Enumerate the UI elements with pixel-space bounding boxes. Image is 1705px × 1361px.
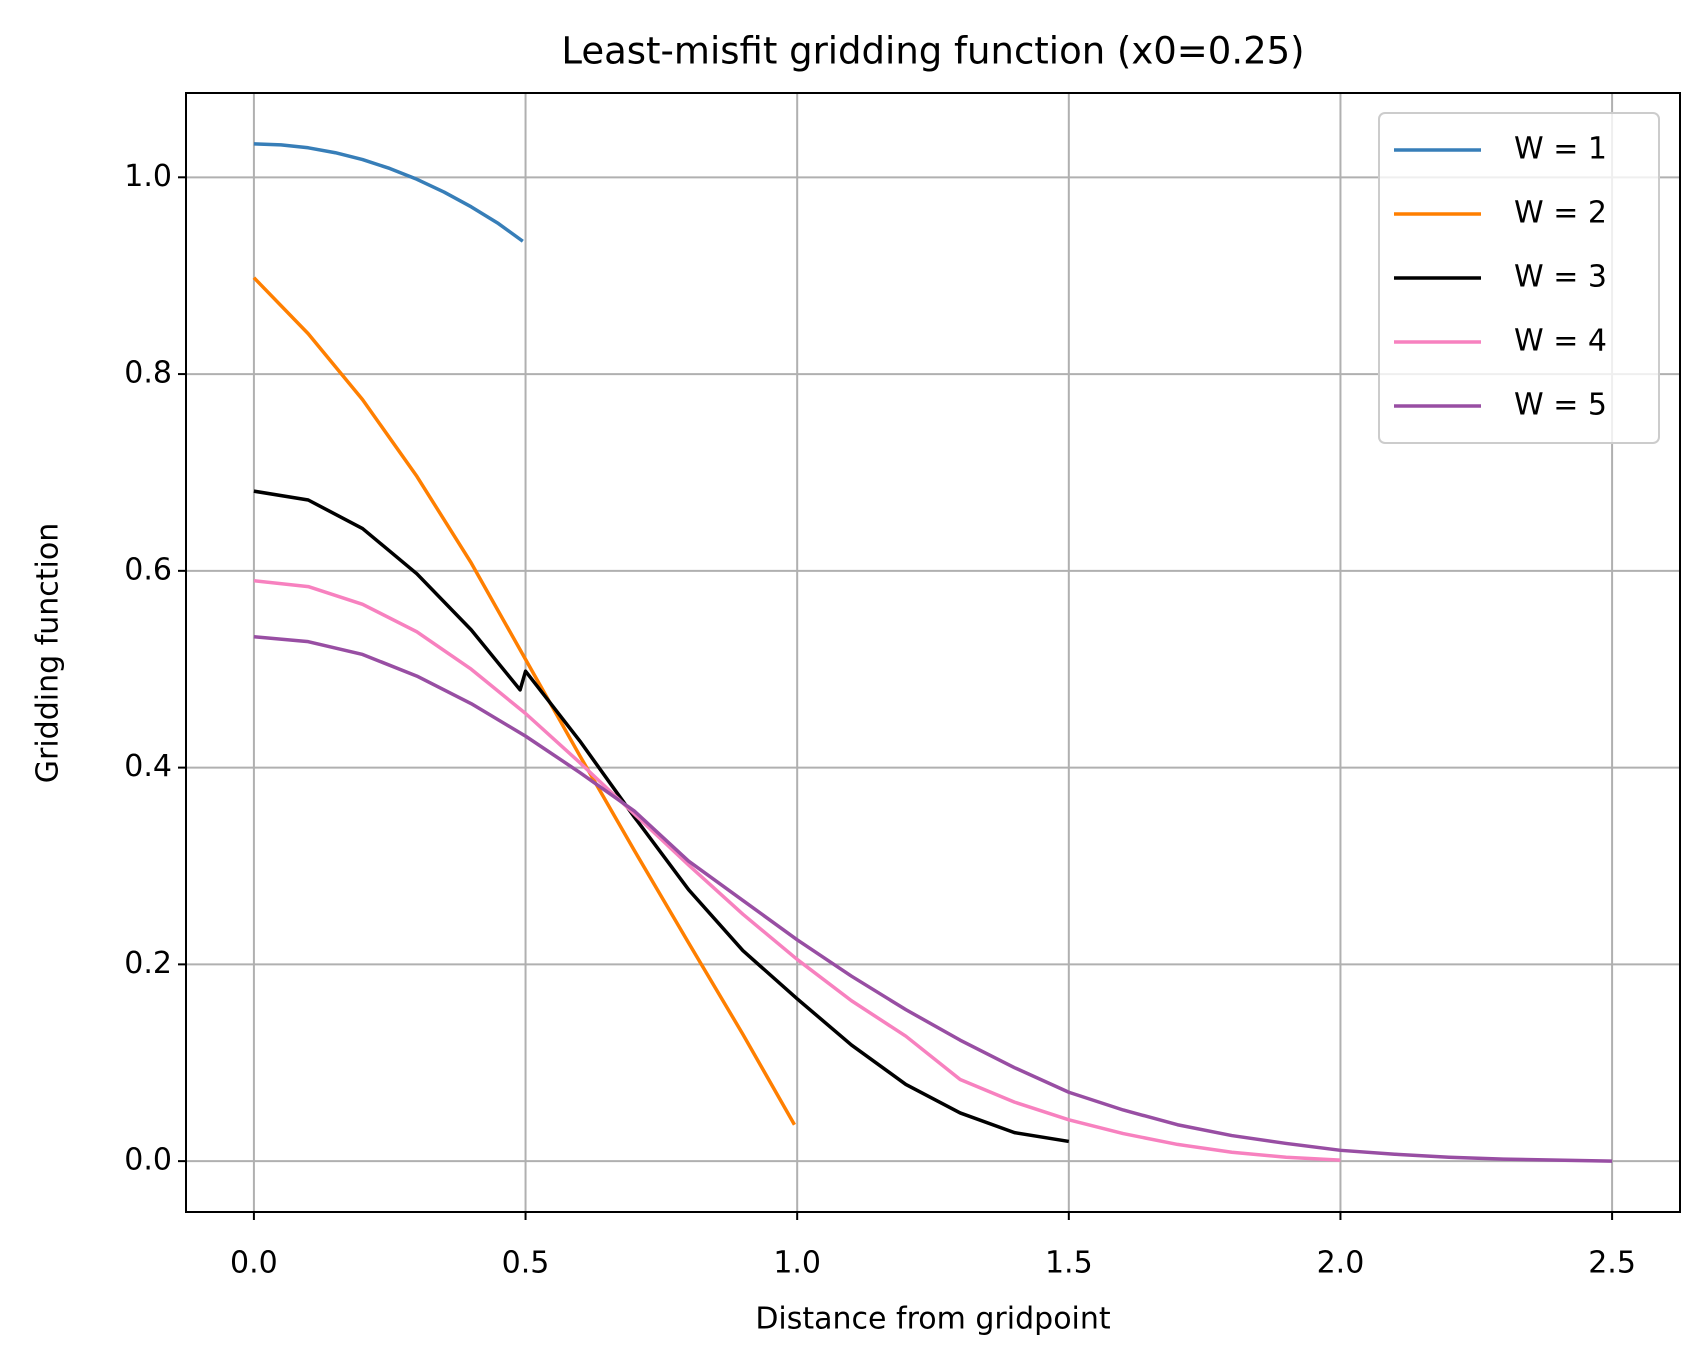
series-line bbox=[253, 578, 1341, 1162]
series-line bbox=[253, 635, 1613, 1163]
x-tick-label: 2.0 bbox=[1317, 1246, 1365, 1281]
y-tick-label: 0.6 bbox=[124, 552, 172, 587]
x-axis-label: Distance from gridpoint bbox=[755, 1302, 1111, 1337]
y-tick-label: 0.2 bbox=[124, 946, 172, 981]
x-tick-label: 0.5 bbox=[502, 1246, 550, 1281]
series-line bbox=[253, 489, 1070, 1144]
legend-label: W = 1 bbox=[1514, 132, 1607, 167]
x-tick-label: 1.0 bbox=[773, 1246, 821, 1281]
y-tick-label: 0.4 bbox=[124, 749, 172, 784]
series-line bbox=[252, 276, 796, 1126]
legend-box bbox=[1378, 112, 1660, 444]
plot-frame bbox=[185, 92, 1681, 1213]
legend-label: W = 2 bbox=[1514, 196, 1607, 231]
legend-label: W = 4 bbox=[1514, 324, 1607, 359]
x-tick-label: 0.0 bbox=[230, 1246, 278, 1281]
chart-title: Least-misfit gridding function (x0=0.25) bbox=[561, 30, 1304, 73]
y-tick-label: 0.8 bbox=[124, 356, 172, 391]
legend-label: W = 5 bbox=[1514, 388, 1607, 423]
series-line bbox=[253, 142, 524, 243]
x-tick-label: 1.5 bbox=[1045, 1246, 1093, 1281]
x-tick-label: 2.5 bbox=[1588, 1246, 1636, 1281]
y-axis-label: Gridding function bbox=[31, 523, 66, 783]
y-tick-label: 1.0 bbox=[124, 159, 172, 194]
legend-label: W = 3 bbox=[1514, 260, 1607, 295]
y-tick-label: 0.0 bbox=[124, 1143, 172, 1178]
